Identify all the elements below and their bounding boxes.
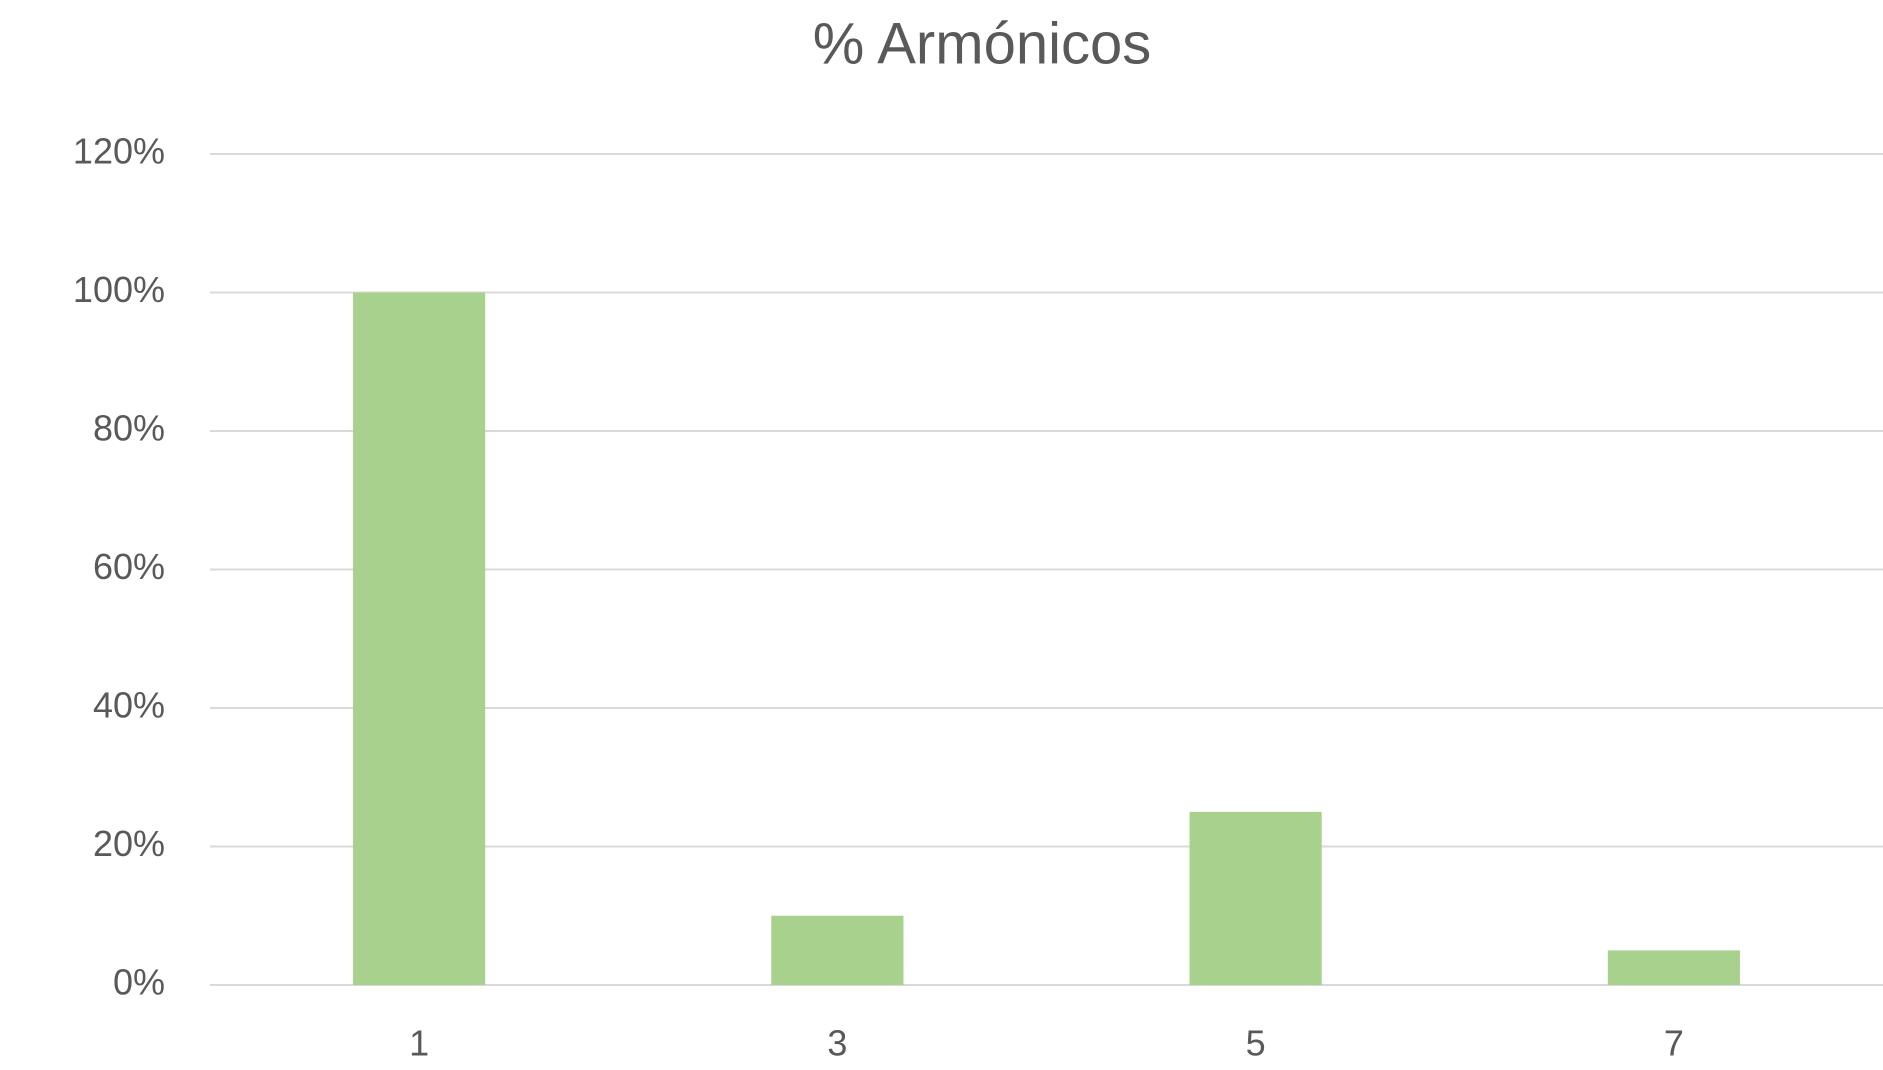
y-tick-label: 80% xyxy=(93,408,165,449)
y-tick-label: 120% xyxy=(73,131,165,172)
y-tick-label: 100% xyxy=(73,269,165,310)
x-tick-label: 3 xyxy=(827,1023,847,1064)
y-tick-label: 20% xyxy=(93,823,165,864)
bar xyxy=(353,292,486,985)
y-tick-label: 0% xyxy=(113,962,165,1003)
y-tick-label: 60% xyxy=(93,546,165,587)
bar xyxy=(1607,950,1740,985)
bar xyxy=(1189,811,1322,985)
chart-title: % Armónicos xyxy=(813,11,1151,76)
x-tick-label: 1 xyxy=(409,1023,429,1064)
x-tick-label: 5 xyxy=(1246,1023,1266,1064)
x-tick-label: 7 xyxy=(1664,1023,1684,1064)
y-tick-label: 40% xyxy=(93,685,165,726)
bar xyxy=(771,915,904,985)
